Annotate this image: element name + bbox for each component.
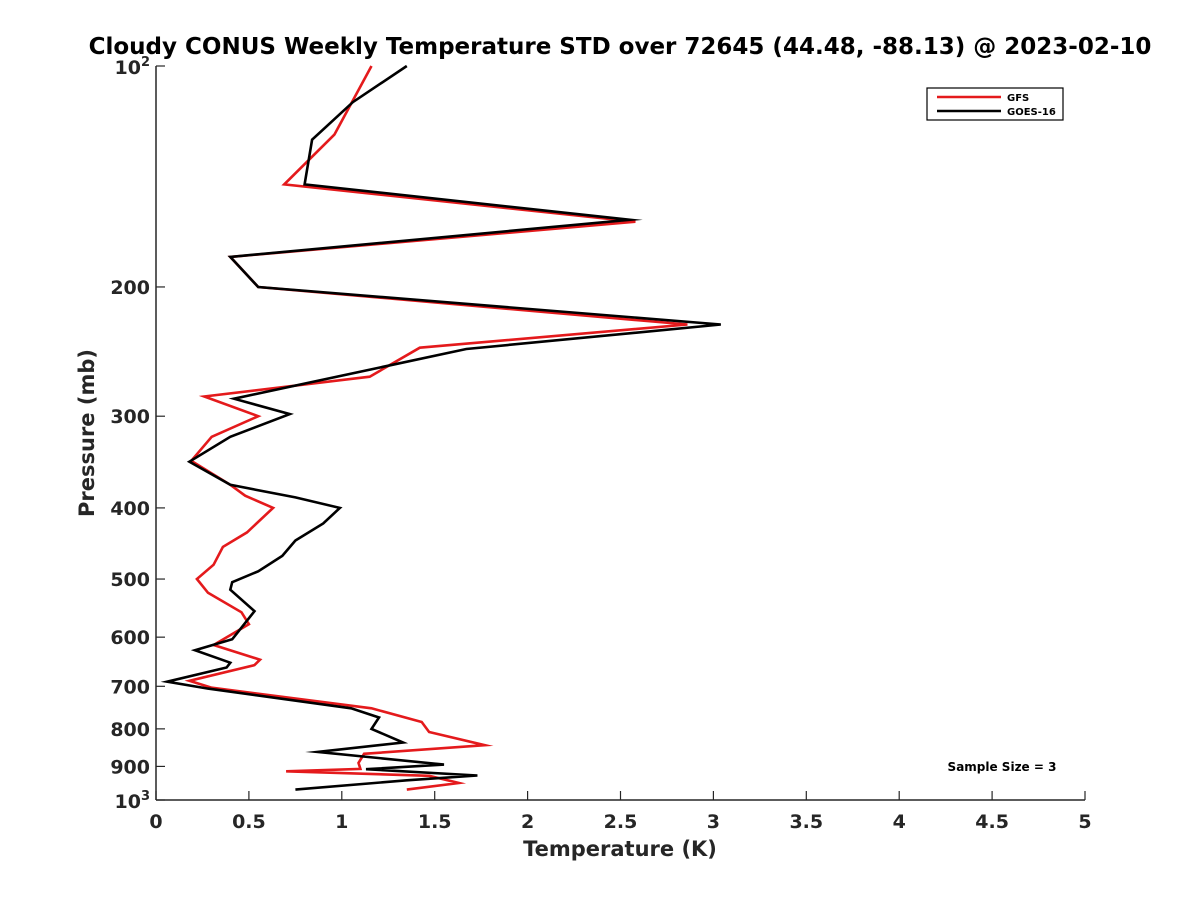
x-tick-label: 3.5 — [789, 811, 823, 833]
x-tick-label: 0 — [149, 811, 162, 833]
legend-label: GOES-16 — [1007, 107, 1056, 118]
plot-series — [160, 64, 721, 791]
y-tick-label: 102 — [115, 55, 151, 79]
series-line-gfs — [184, 65, 688, 791]
axes: 0 0.5 1 1.5 2 2.5 3 3.5 4 4.5 5 102 200 300 400 500 600 7… — [110, 55, 1091, 833]
x-tick-label: 4.5 — [975, 811, 1009, 833]
chart-title: Cloudy CONUS Weekly Temperature STD over… — [89, 34, 1152, 60]
x-tick-label: 5 — [1078, 811, 1091, 833]
x-tick-label: 1 — [335, 811, 348, 833]
y-tick-label: 500 — [110, 569, 150, 591]
series-line-goes-16 — [160, 64, 721, 791]
x-tick-label: 1.5 — [418, 811, 452, 833]
y-tick-label: 300 — [110, 406, 150, 428]
y-tick-label: 200 — [110, 277, 150, 299]
x-tick-label: 3 — [707, 811, 720, 833]
y-tick-label: 400 — [110, 498, 150, 520]
y-axis-label: Pressure (mb) — [75, 349, 99, 517]
x-tick-label: 2 — [521, 811, 534, 833]
x-tick-label: 0.5 — [232, 811, 266, 833]
legend-label: GFS — [1007, 93, 1029, 104]
y-tick-label: 800 — [110, 719, 150, 741]
legend: GFS GOES-16 — [926, 87, 1064, 121]
x-tick-label: 4 — [893, 811, 906, 833]
x-tick-label: 2.5 — [604, 811, 638, 833]
y-tick-label: 600 — [110, 627, 150, 649]
sample-size-annotation: Sample Size = 3 — [948, 760, 1057, 774]
y-tick-label: 103 — [115, 789, 151, 813]
y-tick-label: 700 — [110, 676, 150, 698]
y-tick-label: 900 — [110, 756, 150, 778]
x-axis-label: Temperature (K) — [523, 837, 717, 861]
legend-box — [926, 87, 1064, 121]
